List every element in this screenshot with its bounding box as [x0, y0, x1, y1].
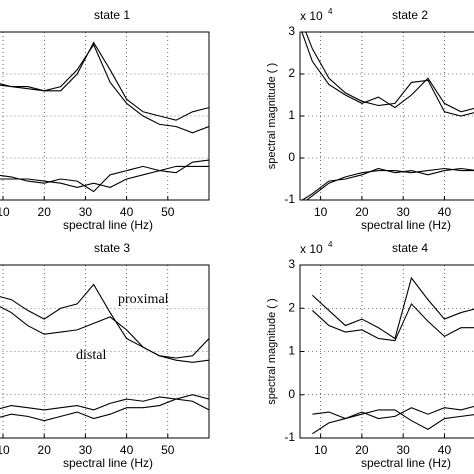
plot-frame [0, 264, 210, 439]
series-line [301, 32, 474, 113]
exponent-base: x 10 [300, 242, 323, 256]
x-tick-label: 30 [79, 443, 93, 457]
x-tick-label: 10 [314, 205, 328, 219]
x-axis-label: spectral line (Hz) [63, 218, 153, 232]
lines [312, 276, 474, 435]
series-line [312, 409, 474, 430]
series-line [0, 43, 210, 134]
y-tick-label: 2 [288, 66, 295, 80]
subplot-title: state 1 [94, 8, 130, 22]
x-tick-label: 40 [438, 443, 452, 457]
y-tick-label: 1 [288, 108, 295, 122]
series-line [0, 283, 210, 359]
subplot-title: state 3 [94, 241, 130, 255]
x-tick-label: 20 [38, 205, 52, 219]
y-axis-label: spectral magnitude ( ) [266, 63, 278, 169]
series-line [0, 306, 210, 363]
y-tick-label: 3 [288, 24, 295, 38]
plot-frame [299, 264, 474, 439]
subplot-title: state 2 [392, 8, 428, 22]
plot-frame [0, 31, 210, 201]
x-tick-label: 20 [355, 205, 369, 219]
x-tick-label: 30 [79, 205, 93, 219]
series-line [0, 41, 210, 121]
y-tick-label: 0 [288, 150, 295, 164]
y-axis-label: spectral magnitude ( ) [266, 298, 278, 404]
y-tick-label: -1 [284, 430, 295, 444]
x-tick-label: 40 [120, 205, 134, 219]
x-tick-label: 50 [161, 205, 175, 219]
series-line [301, 167, 474, 200]
plot-frame [299, 31, 474, 201]
x-axis-label: spectral line (Hz) [361, 456, 451, 470]
series-line [312, 302, 474, 342]
x-tick-label: 10 [314, 443, 328, 457]
series-line [0, 394, 210, 411]
lines [0, 41, 210, 193]
series-line [0, 159, 210, 193]
x-axis-label: spectral line (Hz) [63, 456, 153, 470]
x-axis-label: spectral line (Hz) [361, 218, 451, 232]
subplot: 10 20 30 40 50 state 1 spectral line (Hz) [0, 8, 210, 232]
y-tick-label: 3 [288, 257, 295, 271]
exponent: 4 [328, 240, 333, 249]
exponent: 4 [328, 7, 333, 16]
x-tick-label: 50 [161, 443, 175, 457]
lines [0, 283, 210, 422]
x-tick-label: 20 [355, 443, 369, 457]
y-tick-label: 1 [288, 344, 295, 358]
lines [301, 32, 474, 200]
x-tick-label: 10 [0, 205, 10, 219]
y-tick-label: 0 [288, 387, 295, 401]
x-tick-label: 10 [0, 443, 10, 457]
y-tick-label: 2 [288, 300, 295, 314]
annotation: distal [76, 348, 106, 363]
series-line [0, 398, 210, 422]
x-tick-label: 30 [397, 205, 411, 219]
series-line [305, 167, 474, 200]
x-tick-label: 40 [120, 443, 134, 457]
annotation: proximal [118, 292, 169, 307]
y-tick-label: -1 [284, 192, 295, 206]
series-line [312, 276, 474, 340]
series-line [305, 32, 474, 117]
x-tick-label: 40 [438, 205, 452, 219]
series-line [0, 165, 209, 188]
x-tick-label: 20 [38, 443, 52, 457]
x-tick-label: 30 [397, 443, 411, 457]
exponent-base: x 10 [300, 9, 323, 23]
subplot: 10 20 30 40 50 state 3 spectral line (Hz) proxi… [0, 241, 210, 470]
subplot-title: state 4 [392, 241, 428, 255]
